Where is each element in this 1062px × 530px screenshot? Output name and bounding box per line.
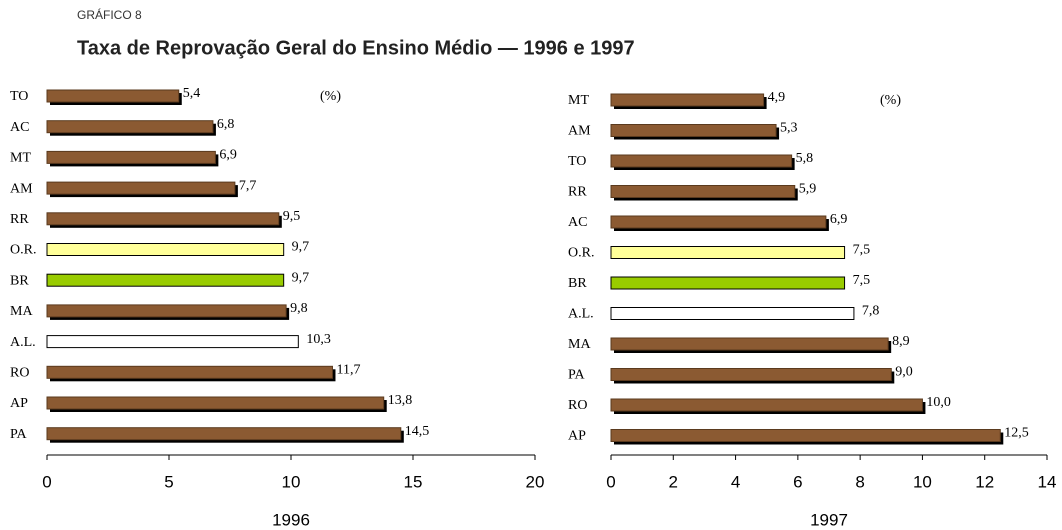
category-label: AM [568, 124, 591, 139]
x-tick-label: 10 [913, 472, 932, 491]
x-tick-label: 0 [606, 472, 615, 491]
bar [610, 368, 892, 381]
value-label: 9,8 [290, 301, 308, 316]
x-tick-label: 6 [793, 472, 802, 491]
bar [46, 243, 285, 256]
bar [610, 215, 827, 229]
category-label: A.L. [10, 335, 36, 350]
x-axis-label: 1997 [810, 510, 848, 529]
category-label: RO [10, 366, 29, 381]
category-label: AC [568, 215, 587, 230]
x-tick-label: 0 [42, 472, 51, 491]
x-tick-label: 20 [526, 472, 545, 491]
category-label: AP [568, 429, 586, 444]
category-label: RR [568, 185, 587, 200]
bar [610, 124, 777, 137]
value-label: 9,0 [895, 365, 913, 380]
bar [46, 304, 287, 318]
annotation: (%) [880, 93, 901, 108]
x-axis-label: 1996 [272, 510, 310, 529]
bar [46, 335, 299, 349]
value-label: 6,8 [217, 117, 235, 132]
category-label: MA [568, 337, 591, 352]
x-tick-label: 4 [731, 472, 740, 491]
bar [46, 273, 285, 287]
bar [46, 212, 280, 226]
category-label: TO [568, 154, 586, 169]
value-label: 12,5 [1004, 426, 1028, 441]
bar [46, 427, 402, 441]
figure-title: Taxa de Reprovação Geral do Ensino Médio… [77, 37, 635, 59]
value-label: 14,5 [405, 424, 430, 439]
category-label: O.R. [568, 246, 594, 261]
category-label: O.R. [10, 243, 36, 258]
category-label: TO [10, 89, 28, 104]
category-label: AP [10, 396, 28, 411]
value-label: 8,9 [892, 334, 910, 349]
category-label: RO [568, 398, 587, 413]
value-label: 7,5 [853, 243, 871, 258]
category-label: MA [10, 304, 33, 319]
value-label: 5,4 [183, 86, 201, 101]
value-label: 11,7 [336, 363, 360, 378]
value-label: 5,8 [796, 151, 814, 166]
value-label: 9,5 [283, 209, 301, 224]
bar [610, 93, 765, 107]
annotation: (%) [320, 89, 341, 104]
category-label: PA [568, 368, 586, 383]
bar [610, 429, 1001, 442]
category-label: BR [568, 276, 587, 291]
value-label: 10,0 [926, 395, 951, 410]
bar [610, 307, 855, 320]
value-label: 9,7 [292, 240, 310, 255]
bar [610, 398, 923, 412]
bar [46, 89, 180, 103]
x-tick-label: 10 [282, 472, 301, 491]
bar [610, 337, 889, 351]
x-tick-label: 12 [975, 472, 994, 491]
bar [46, 150, 216, 164]
bar [46, 181, 236, 195]
category-label: BR [10, 273, 29, 288]
bar [610, 185, 796, 198]
category-label: AM [10, 181, 33, 196]
value-label: 7,5 [853, 273, 871, 288]
value-label: 6,9 [219, 148, 237, 163]
category-label: MT [10, 151, 31, 166]
x-tick-label: 15 [404, 472, 423, 491]
value-label: 7,8 [862, 304, 880, 319]
bar [610, 276, 846, 290]
category-label: RR [10, 212, 29, 227]
category-label: A.L. [568, 307, 594, 322]
bar [610, 154, 793, 168]
bar [46, 120, 214, 134]
x-tick-label: 14 [1038, 472, 1057, 491]
x-tick-label: 2 [669, 472, 678, 491]
bar [46, 396, 385, 410]
bar [610, 246, 846, 259]
figure-label: GRÁFICO 8 [77, 7, 142, 22]
bar [46, 365, 333, 379]
value-label: 5,3 [780, 121, 798, 136]
category-label: MT [568, 93, 589, 108]
value-label: 4,9 [768, 90, 786, 105]
value-label: 5,9 [799, 182, 817, 197]
value-label: 6,9 [830, 212, 848, 227]
x-tick-label: 8 [855, 472, 864, 491]
value-label: 13,8 [388, 393, 413, 408]
value-label: 9,7 [292, 270, 310, 285]
value-label: 10,3 [306, 332, 331, 347]
x-tick-label: 5 [164, 472, 173, 491]
category-label: AC [10, 120, 29, 135]
value-label: 7,7 [239, 178, 257, 193]
category-label: PA [10, 427, 28, 442]
